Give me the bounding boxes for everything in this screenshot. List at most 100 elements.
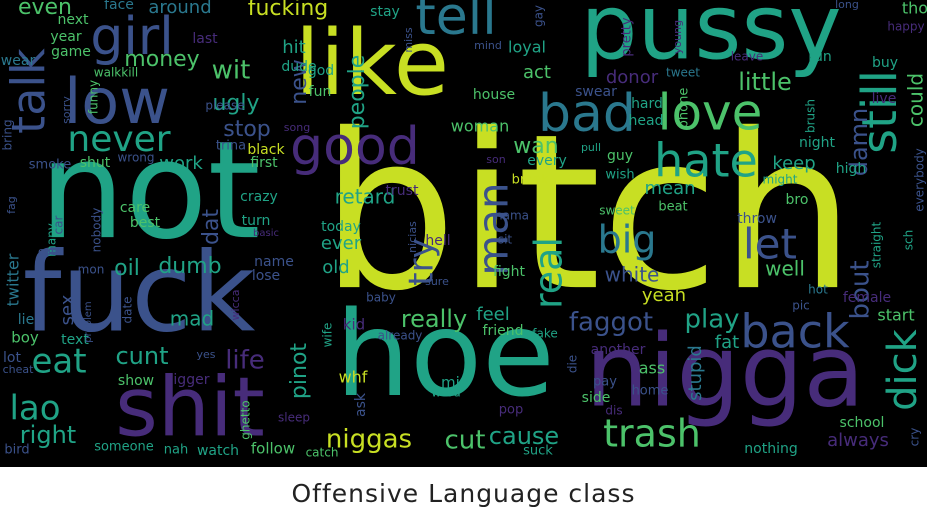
cloud-word-always: always — [827, 430, 889, 451]
cloud-word-fag: fag — [5, 196, 18, 214]
cloud-word-ghetto: ghetto — [239, 400, 253, 439]
cloud-word-mon: mon — [78, 263, 105, 277]
cloud-word-die: die — [566, 355, 580, 373]
cloud-word-stay: stay — [370, 4, 400, 20]
cloud-word-pic: pic — [792, 299, 810, 313]
cloud-word-hot: hot — [808, 283, 828, 297]
cloud-word-tell: tell — [415, 0, 496, 47]
cloud-word-twitter: twitter — [4, 253, 23, 306]
cloud-word-money: money — [124, 47, 199, 72]
cloud-word-white: white — [605, 263, 660, 287]
cloud-word-wicca: wicca — [229, 290, 242, 321]
cloud-word-another: another — [591, 342, 646, 358]
cloud-word-bro: bro — [786, 192, 809, 208]
cloud-word-date: date — [121, 296, 135, 323]
cloud-word-friend: friend — [483, 323, 524, 339]
cloud-word-around: around — [148, 0, 211, 18]
cloud-word-bad: bad — [538, 84, 636, 144]
cloud-word-dumb: dumb — [158, 254, 221, 279]
cloud-word-lie: lie — [18, 312, 34, 328]
cloud-word-might: might — [763, 173, 798, 187]
cloud-word-man: man — [469, 182, 518, 275]
cloud-word-shit: shit — [115, 360, 265, 455]
cloud-word-problem: problem — [83, 301, 94, 342]
cloud-word-well: well — [765, 257, 805, 281]
cloud-word-cute: cute — [38, 245, 62, 258]
cloud-word-break: break — [512, 173, 549, 188]
cloud-word-oil: oil — [114, 256, 140, 281]
cloud-word-baby: baby — [366, 291, 396, 305]
cloud-word-nicias: nicias — [406, 221, 419, 253]
cloud-word-like: like — [295, 11, 449, 116]
cloud-word-name: name — [254, 254, 294, 270]
cloud-word-tweet: tweet — [666, 66, 700, 80]
cloud-word-nothing: nothing — [744, 441, 797, 457]
cloud-word-sch: sch — [902, 230, 916, 250]
cloud-word-trash: trash — [603, 412, 701, 456]
figure-caption: Offensive Language class — [291, 478, 636, 508]
cloud-word-try: try — [402, 238, 442, 285]
cloud-word-talk: talk — [2, 48, 56, 134]
cloud-word-many: many — [45, 223, 59, 257]
cloud-word-fake: fake — [532, 327, 557, 341]
cloud-word-loyal: loyal — [508, 38, 546, 57]
cloud-word-next: next — [57, 12, 89, 28]
cloud-word-boy: boy — [11, 329, 39, 347]
cloud-word-life: life — [225, 346, 265, 376]
cloud-word-real: real — [527, 237, 571, 309]
cloud-word-year: year — [50, 29, 81, 45]
cloud-word-run: run — [808, 49, 832, 65]
cloud-word-sorry: sorry — [60, 96, 73, 124]
cloud-word-pull: pull — [581, 141, 601, 154]
cloud-word-already: already — [378, 329, 423, 343]
cloud-word-right: right — [20, 421, 76, 449]
cloud-word-straight: straight — [870, 221, 884, 268]
cloud-word-really: really — [401, 305, 467, 333]
cloud-word-even: even — [18, 0, 72, 20]
cloud-word-fuck: fuck — [23, 228, 256, 356]
cloud-word-could: could — [904, 73, 927, 127]
cloud-word-dat: dat — [199, 209, 224, 245]
cloud-word-act: act — [523, 62, 551, 83]
cloud-word-start: start — [877, 306, 914, 325]
cloud-word-walkkill: walkkill — [94, 66, 138, 80]
cloud-word-head: head — [629, 113, 664, 129]
cloud-word-lot: lot — [3, 350, 21, 366]
cloud-word-ask: ask — [353, 392, 369, 417]
cloud-word-bring: bring — [1, 119, 15, 150]
cloud-word-song: song — [284, 121, 310, 134]
cloud-word-love: love — [658, 84, 763, 142]
cloud-word-nobody: nobody — [90, 208, 104, 253]
cloud-word-retard: retard — [335, 185, 396, 209]
cloud-word-nigger: nigger — [165, 372, 210, 388]
cloud-word-let: let — [743, 220, 797, 269]
cloud-word-night: night — [799, 135, 836, 151]
cloud-word-leave: leave — [731, 50, 764, 64]
cloud-word-hate: hate — [654, 134, 758, 188]
cloud-word-smoke: smoke — [29, 158, 71, 173]
cloud-word-brush: brush — [804, 99, 818, 133]
cloud-word-not: not — [39, 112, 260, 269]
cloud-word-cause: cause — [489, 422, 559, 450]
cloud-word-turn: turn — [242, 213, 271, 229]
cloud-word-mad: mad — [170, 307, 214, 331]
cloud-word-word: word — [431, 386, 461, 400]
cloud-word-people: people — [345, 55, 370, 130]
cloud-word-crazy: crazy — [240, 189, 278, 205]
cloud-word-good: good — [290, 117, 420, 177]
cloud-word-phone: phone — [677, 88, 692, 129]
cloud-word-swear: swear — [575, 84, 617, 100]
cloud-word-low: low — [64, 65, 170, 138]
cloud-word-pinot: pinot — [287, 343, 312, 399]
cloud-word-game: game — [51, 44, 91, 60]
cloud-word-cheat: cheat — [3, 363, 35, 376]
cloud-word-ever: ever — [321, 233, 362, 254]
cloud-word-kid: kid — [343, 316, 365, 334]
cloud-word-bout: bout — [846, 260, 876, 319]
cloud-word-wife: wife — [321, 323, 335, 348]
cloud-word-suck: suck — [523, 444, 553, 459]
cloud-word-basic: basic — [253, 228, 279, 239]
cloud-word-work: work — [159, 153, 203, 174]
cloud-word-girl: girl — [90, 7, 173, 67]
